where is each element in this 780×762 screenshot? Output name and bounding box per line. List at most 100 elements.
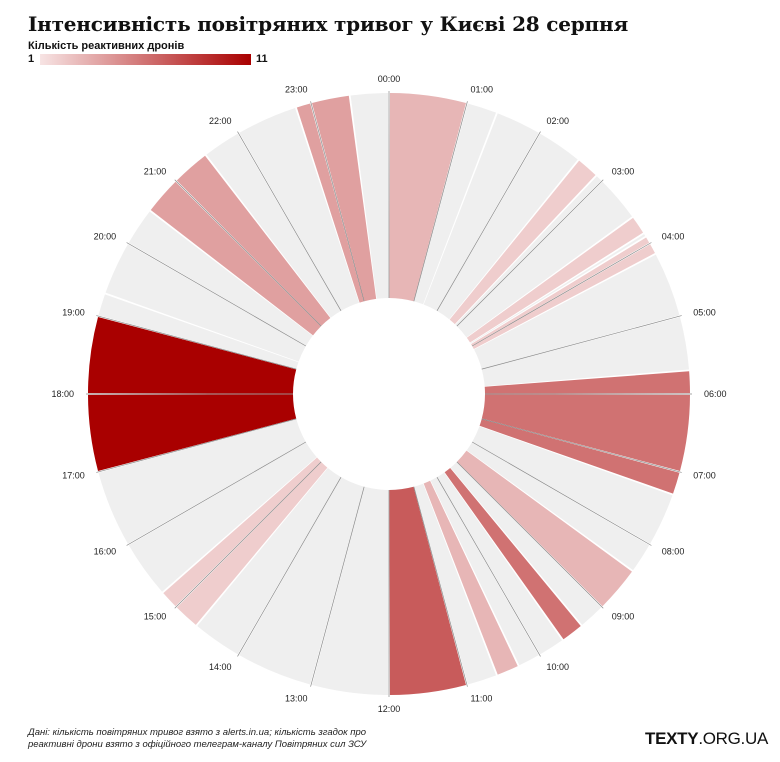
hour-tick-1300 bbox=[310, 486, 365, 687]
segment-0800-0 bbox=[466, 442, 650, 571]
segment-0300-0 bbox=[457, 181, 632, 338]
legend-title: Кількість реактивних дронів bbox=[28, 40, 185, 52]
segment-0400-0 bbox=[472, 244, 655, 350]
hour-tick-1100 bbox=[413, 486, 468, 687]
segment-1000-2 bbox=[414, 483, 497, 685]
segment-1000-1 bbox=[423, 480, 518, 675]
hour-label-2200: 22:00 bbox=[209, 116, 232, 126]
segment-1700-0 bbox=[88, 394, 297, 472]
hour-tick-0200 bbox=[436, 131, 541, 312]
segment-2000-0 bbox=[128, 211, 313, 346]
segment-0700-1 bbox=[472, 426, 673, 544]
hour-tick-1500 bbox=[174, 461, 322, 609]
segment-1600-0 bbox=[98, 419, 306, 544]
segment-1500-1 bbox=[128, 442, 317, 592]
segment-0300-3 bbox=[471, 237, 650, 346]
segment-1200-0 bbox=[311, 486, 389, 695]
segment-0100-0 bbox=[414, 103, 497, 305]
segment-0600-0 bbox=[481, 394, 690, 472]
hour-label-1900: 19:00 bbox=[62, 307, 85, 317]
segment-2200-0 bbox=[239, 108, 360, 311]
hour-tick-1000 bbox=[436, 476, 541, 657]
source-note: Дані: кількість повітряних тривог взято … bbox=[28, 727, 367, 750]
hour-label-0900: 09:00 bbox=[612, 612, 635, 622]
hour-label-1800: 18:00 bbox=[51, 389, 74, 399]
hour-tick-2000 bbox=[126, 242, 307, 347]
hour-label-1600: 16:00 bbox=[94, 547, 117, 557]
hour-label-0700: 07:00 bbox=[693, 471, 716, 481]
segment-0200-0 bbox=[437, 133, 578, 320]
segment-1900-0 bbox=[98, 294, 299, 369]
segment-0900-0 bbox=[450, 462, 602, 625]
hour-label-2000: 20:00 bbox=[94, 232, 117, 242]
hour-label-1000: 10:00 bbox=[547, 662, 570, 672]
hour-label-2100: 21:00 bbox=[144, 166, 167, 176]
hour-label-0400: 04:00 bbox=[662, 232, 685, 242]
hour-label-0300: 03:00 bbox=[612, 166, 635, 176]
hour-tick-0500 bbox=[481, 315, 682, 370]
hour-label-1100: 11:00 bbox=[471, 693, 493, 703]
hour-label-0800: 08:00 bbox=[662, 547, 685, 557]
segment-2300-0 bbox=[311, 95, 377, 302]
segment-0500-0 bbox=[481, 316, 689, 387]
segment-1400-0 bbox=[197, 468, 341, 655]
legend-gradient-bar bbox=[40, 54, 251, 65]
hour-label-1200: 12:00 bbox=[378, 704, 401, 714]
hour-label-0100: 01:00 bbox=[471, 85, 494, 95]
segment-2200-1 bbox=[296, 103, 364, 303]
segment-1100-0 bbox=[389, 486, 467, 695]
hour-label-1500: 15:00 bbox=[144, 612, 167, 622]
segment-0000-0 bbox=[389, 93, 467, 302]
hour-tick-2100 bbox=[174, 179, 322, 327]
hour-tick-1400 bbox=[237, 476, 342, 657]
hour-tick-0900 bbox=[456, 461, 604, 609]
hour-tick-2300 bbox=[310, 101, 365, 302]
hour-tick-1900 bbox=[96, 315, 297, 370]
segment-0200-2 bbox=[455, 176, 602, 326]
segment-1800-0 bbox=[88, 316, 297, 394]
hour-tick-1700 bbox=[96, 418, 297, 473]
legend-min-label: 1 bbox=[28, 53, 35, 65]
segment-0500-1 bbox=[484, 371, 690, 394]
segment-0400-1 bbox=[474, 254, 680, 369]
segment-1500-0 bbox=[163, 457, 321, 607]
hour-tick-0100 bbox=[413, 101, 468, 302]
segment-2000-1 bbox=[150, 181, 321, 336]
segment-0300-2 bbox=[470, 234, 646, 344]
hour-label-1300: 13:00 bbox=[285, 693, 308, 703]
hour-tick-0400 bbox=[471, 242, 652, 347]
segment-0100-1 bbox=[423, 113, 539, 311]
hour-label-0600: 06:00 bbox=[704, 389, 727, 399]
page-title: Інтенсивність повітряних тривог у Києві … bbox=[28, 12, 629, 36]
brand-rest: .ORG.UA bbox=[698, 729, 768, 748]
hour-tick-0300 bbox=[456, 179, 604, 327]
segment-1900-1 bbox=[105, 244, 306, 362]
center-hole bbox=[294, 299, 484, 489]
hour-label-0000: 00:00 bbox=[378, 74, 401, 84]
brand-logo: TEXTY.ORG.UA bbox=[645, 729, 768, 749]
hour-tick-0700 bbox=[481, 418, 682, 473]
segment-2300-1 bbox=[350, 93, 389, 299]
segment-2100-0 bbox=[176, 155, 331, 326]
hour-tick-1600 bbox=[126, 441, 307, 546]
segment-1400-1 bbox=[176, 462, 328, 625]
segment-1000-0 bbox=[430, 477, 539, 666]
brand-bold: TEXTY bbox=[645, 729, 699, 748]
hour-tick-2200 bbox=[237, 131, 342, 312]
hour-label-1400: 14:00 bbox=[209, 662, 232, 672]
segment-0900-1 bbox=[444, 468, 581, 640]
hour-tick-0800 bbox=[471, 441, 652, 546]
segment-0800-1 bbox=[457, 450, 632, 607]
hour-label-0200: 02:00 bbox=[547, 116, 570, 126]
legend-max-label: 11 bbox=[256, 53, 268, 65]
segment-1300-0 bbox=[239, 477, 364, 685]
segment-0300-1 bbox=[466, 217, 644, 343]
segment-0200-1 bbox=[449, 160, 596, 325]
hour-label-2300: 23:00 bbox=[285, 85, 308, 95]
segment-0700-0 bbox=[479, 419, 680, 494]
segment-2100-1 bbox=[206, 133, 341, 318]
segment-0900-2 bbox=[437, 472, 562, 655]
hour-label-0500: 05:00 bbox=[693, 307, 716, 317]
hour-label-1700: 17:00 bbox=[62, 471, 85, 481]
